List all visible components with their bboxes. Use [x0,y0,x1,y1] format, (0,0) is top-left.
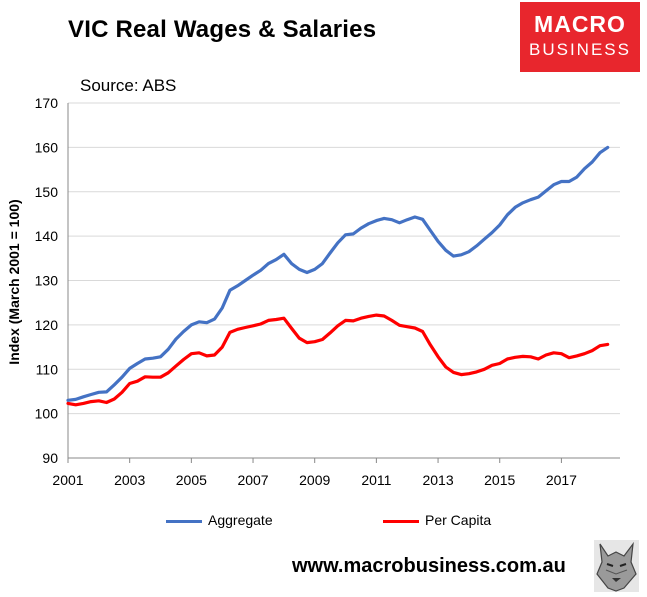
footer-url: www.macrobusiness.com.au [292,555,566,577]
y-tick-label: 130 [35,273,59,289]
x-tick-label: 2013 [422,472,453,488]
legend-swatch-aggregate [166,519,202,523]
tick-labels: 90 100 110 120 130 140 150 160 170 2001 2003 2005 20… [35,95,578,488]
x-tick-label: 2015 [484,472,515,488]
chart-title: VIC Real Wages & Salaries [68,16,377,43]
x-tick-label: 2001 [52,472,83,488]
logo-line-1: MACRO [534,11,626,37]
wolf-icon [594,540,639,592]
logo-line-2: BUSINESS [529,40,631,59]
y-tick-label: 160 [35,139,59,155]
axes [67,103,620,463]
legend-item-aggregate: Aggregate [166,512,273,528]
y-tick-label: 140 [35,228,59,244]
y-tick-label: 100 [35,406,59,422]
series-line-per-capita [66,313,610,407]
y-tick-label: 150 [35,184,59,200]
macrobusiness-logo: MACRO BUSINESS [520,2,640,72]
legend-label-per-capita: Per Capita [425,512,492,528]
x-tick-label: 2003 [114,472,145,488]
y-tick-label: 170 [35,95,59,111]
legend-swatch-per-capita [383,519,419,523]
y-tick-label: 120 [35,317,59,333]
x-tick-label: 2009 [299,472,330,488]
series-lines [66,145,610,407]
source-label: Source: ABS [80,76,177,95]
series-line-aggregate [66,145,610,402]
y-axis-label: Index (March 2001 = 100) [6,199,22,364]
y-tick-label: 110 [36,361,59,377]
x-tick-label: 2005 [176,472,207,488]
gridlines [68,102,620,415]
line-chart: 90 100 110 120 130 140 150 160 170 2001 2003 2005 20… [6,95,620,488]
legend-item-per-capita: Per Capita [383,512,491,528]
x-tick-label: 2017 [546,472,577,488]
legend-label-aggregate: Aggregate [208,512,273,528]
x-tick-label: 2007 [237,472,268,488]
x-tick-label: 2011 [361,472,391,488]
y-tick-label: 90 [42,450,58,466]
